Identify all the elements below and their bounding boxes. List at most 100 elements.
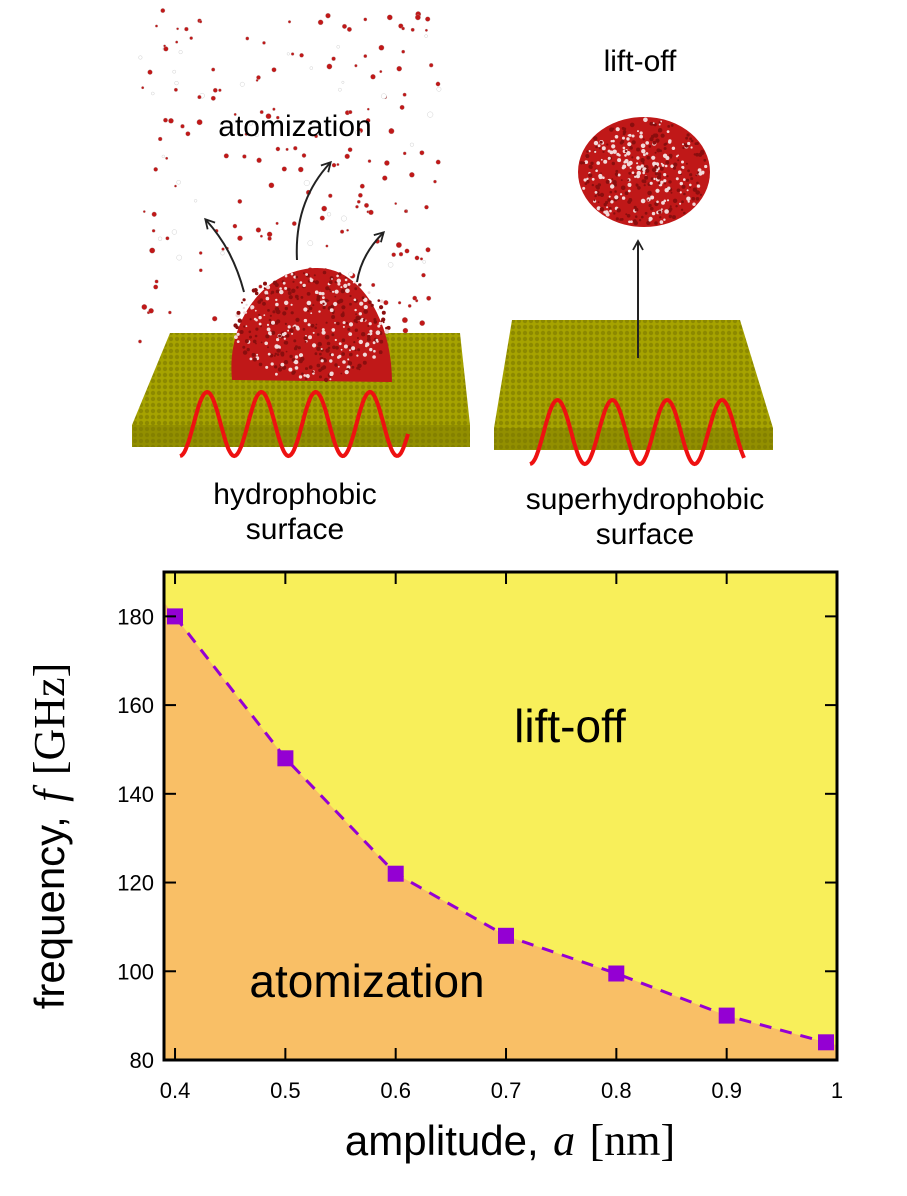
droplet-atom: [651, 167, 657, 173]
droplet-atom: [373, 349, 376, 353]
droplet-atom: [319, 352, 322, 356]
droplet-atom: [640, 198, 646, 204]
droplet-atom: [628, 220, 631, 224]
droplet-atom: [308, 335, 312, 340]
droplet-atom: [608, 207, 612, 210]
droplet-atom: [649, 181, 653, 185]
droplet-atom: [275, 309, 281, 315]
droplet-atom: [588, 164, 593, 169]
molecule-dot: [176, 27, 179, 31]
droplet-atom: [378, 350, 383, 355]
droplet-atom: [327, 299, 330, 302]
molecule-dot: [414, 255, 420, 261]
droplet-atom: [629, 166, 632, 169]
droplet-atom: [379, 339, 384, 344]
droplet-atom: [328, 280, 333, 285]
molecule-dot: [212, 87, 218, 93]
droplet-atom: [372, 355, 376, 359]
droplet-atom: [290, 303, 293, 306]
droplet-atom: [672, 198, 678, 203]
droplet-atom: [604, 210, 609, 215]
droplet-atom: [325, 348, 330, 353]
droplet-atom: [248, 330, 252, 334]
droplet-atom: [300, 296, 304, 299]
molecule-dot: [184, 26, 189, 32]
droplet-atom: [266, 323, 270, 326]
droplet-atom: [601, 146, 606, 151]
droplet-atom: [343, 344, 348, 349]
molecule-dot: [419, 150, 425, 156]
molecule-dot: [325, 13, 331, 19]
droplet-atom: [334, 280, 337, 284]
droplet-atom: [312, 343, 317, 348]
y-tick-label: 80: [130, 1048, 154, 1073]
droplet-atom: [676, 188, 681, 193]
droplet-atom: [666, 199, 670, 202]
droplet-atom: [584, 182, 588, 186]
droplet-atom: [268, 318, 272, 322]
molecule-dot: [365, 118, 371, 123]
droplet-atom: [639, 134, 643, 139]
droplet-atom: [605, 179, 610, 184]
molecule-dot: [378, 44, 385, 51]
molecule-dot: [383, 300, 389, 306]
droplet-atom: [332, 290, 335, 293]
molecule-dot: [138, 55, 143, 60]
droplet-atom: [646, 155, 651, 160]
droplet-atom: [243, 311, 246, 314]
droplet-atom: [704, 164, 708, 169]
droplet-atom: [357, 348, 361, 352]
molecule-dot: [255, 227, 262, 233]
droplet-atom: [337, 282, 341, 286]
molecule-dot: [381, 93, 387, 99]
molecule-dot: [433, 179, 437, 184]
droplet-atom: [377, 299, 381, 302]
droplet-atom: [653, 177, 656, 181]
droplet-atom: [685, 136, 688, 140]
droplet-atom: [275, 289, 280, 294]
molecule-dot: [346, 26, 352, 32]
droplet-atom: [677, 170, 682, 174]
droplet-atom: [363, 297, 368, 302]
molecule-dot: [165, 156, 169, 160]
droplet-atom: [284, 286, 288, 290]
droplet-atom: [326, 341, 331, 346]
droplet-atom: [644, 175, 649, 180]
droplet-atom: [659, 166, 664, 171]
droplet-atom: [270, 362, 274, 366]
droplet-atom: [627, 179, 630, 182]
water-droplet-spreading: [231, 267, 392, 382]
droplet-atom: [250, 307, 253, 310]
y-tick-label: 180: [117, 604, 154, 629]
droplet-atom: [258, 315, 262, 320]
molecule-dot: [370, 74, 376, 80]
droplet-atom: [694, 142, 698, 145]
droplet-atom: [661, 164, 665, 167]
droplet-atom: [615, 217, 619, 221]
droplet-atom: [658, 121, 661, 124]
droplet-atom: [325, 286, 330, 291]
droplet-atom: [314, 280, 319, 285]
molecule-dot: [218, 88, 222, 92]
droplet-atom: [315, 323, 318, 326]
droplet-atom: [588, 173, 593, 178]
droplet-atom: [703, 158, 707, 162]
droplet-atom: [267, 346, 269, 349]
droplet-atom: [695, 174, 698, 177]
droplet-atom: [363, 309, 369, 314]
molecule-dot: [355, 129, 361, 136]
molecule-dot: [425, 247, 431, 253]
molecule-dot: [336, 163, 340, 166]
droplet-atom: [233, 323, 238, 328]
droplet-atom: [631, 156, 634, 159]
droplet-atom: [596, 161, 600, 165]
droplet-atom: [290, 311, 294, 315]
hydrophobic-surface-label: hydrophobic surface: [150, 478, 440, 547]
molecule-dot: [326, 63, 333, 70]
droplet-atom: [686, 196, 691, 201]
droplet-atom: [267, 309, 270, 312]
droplet-atom: [609, 190, 613, 194]
molecule-dot: [176, 180, 181, 185]
droplet-atom: [340, 286, 343, 289]
phase-diagram-chart: 0.4 0.5 0.6 0.7 0.8 0.9 1 80 100 120 140 160 180 lif…: [0, 560, 907, 1191]
